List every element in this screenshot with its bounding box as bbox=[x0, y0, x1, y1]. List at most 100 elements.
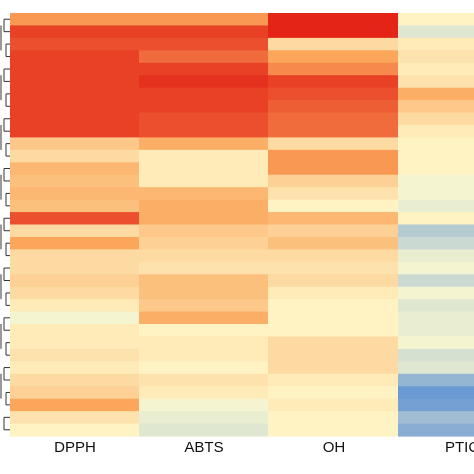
heatmap-cell bbox=[139, 174, 268, 188]
heatmap-cell bbox=[398, 75, 474, 89]
heatmap-cell bbox=[398, 13, 474, 27]
heatmap-cell bbox=[10, 286, 139, 300]
heatmap-cell bbox=[268, 286, 398, 300]
heatmap-cell bbox=[10, 137, 139, 151]
heatmap-cell bbox=[268, 411, 398, 425]
heatmap-cell bbox=[139, 100, 268, 114]
heatmap-cell bbox=[268, 274, 398, 288]
heatmap-cell bbox=[268, 212, 398, 226]
heatmap-cell bbox=[139, 149, 268, 163]
heatmap-cell bbox=[10, 62, 139, 76]
heatmap-cell bbox=[268, 124, 398, 139]
heatmap-cell bbox=[10, 398, 139, 412]
heatmap-cell bbox=[139, 236, 268, 250]
heatmap-cell bbox=[139, 286, 268, 300]
heatmap-cell bbox=[139, 411, 268, 425]
heatmap-cells bbox=[10, 13, 474, 437]
heatmap-cell bbox=[268, 261, 398, 275]
heatmap-cell bbox=[139, 423, 268, 437]
heatmap-cell bbox=[398, 62, 474, 76]
heatmap-cell bbox=[398, 274, 474, 288]
heatmap-cell bbox=[10, 87, 139, 101]
heatmap-cell bbox=[10, 112, 139, 126]
heatmap-cell bbox=[139, 75, 268, 89]
heatmap-cell bbox=[10, 274, 139, 288]
heatmap-cell bbox=[10, 373, 139, 387]
heatmap-cell bbox=[398, 423, 474, 437]
heatmap-cell bbox=[10, 100, 139, 114]
heatmap-cell bbox=[10, 124, 139, 139]
heatmap-cell bbox=[139, 311, 268, 325]
row-dendrogram bbox=[0, 18, 10, 431]
heatmap-cell bbox=[398, 299, 474, 313]
heatmap-cell bbox=[139, 25, 268, 39]
heatmap-cell bbox=[139, 87, 268, 101]
heatmap-cell bbox=[268, 386, 398, 400]
heatmap-cell bbox=[139, 137, 268, 151]
heatmap-cell bbox=[139, 37, 268, 51]
heatmap-cell bbox=[398, 25, 474, 39]
heatmap-cell bbox=[10, 386, 139, 400]
heatmap-cell bbox=[268, 398, 398, 412]
heatmap-cell bbox=[10, 236, 139, 250]
heatmap-cell bbox=[10, 311, 139, 325]
heatmap-cell bbox=[398, 398, 474, 412]
heatmap-cell bbox=[268, 311, 398, 325]
heatmap-cell bbox=[268, 112, 398, 126]
heatmap-cell bbox=[268, 50, 398, 64]
heatmap-cell bbox=[10, 324, 139, 338]
heatmap-cell bbox=[398, 87, 474, 101]
heatmap-cell bbox=[10, 261, 139, 275]
heatmap-cell bbox=[10, 212, 139, 226]
heatmap-cell bbox=[10, 423, 139, 437]
heatmap-cell bbox=[268, 236, 398, 250]
heatmap-cell bbox=[268, 373, 398, 387]
heatmap-cell bbox=[268, 87, 398, 101]
heatmap-cell bbox=[139, 162, 268, 176]
heatmap-cell bbox=[268, 149, 398, 163]
heatmap-cell bbox=[10, 187, 139, 201]
heatmap-cell bbox=[268, 62, 398, 76]
heatmap-cell bbox=[139, 324, 268, 338]
heatmap-cell bbox=[139, 261, 268, 275]
heatmap-cell bbox=[10, 348, 139, 362]
heatmap-cell bbox=[10, 13, 139, 27]
heatmap-cell bbox=[398, 162, 474, 176]
heatmap-cell bbox=[139, 299, 268, 313]
heatmap-cell bbox=[268, 174, 398, 188]
heatmap-cell bbox=[268, 199, 398, 213]
heatmap-cell bbox=[398, 373, 474, 387]
heatmap-cell bbox=[268, 13, 398, 27]
heatmap-cell bbox=[398, 224, 474, 238]
heatmap-cell bbox=[268, 336, 398, 350]
heatmap-cell bbox=[10, 249, 139, 263]
heatmap-cell bbox=[398, 112, 474, 126]
heatmap-cell bbox=[10, 25, 139, 39]
heatmap-cell bbox=[268, 249, 398, 263]
column-label-oh: OH bbox=[323, 439, 346, 456]
heatmap-cell bbox=[10, 162, 139, 176]
heatmap-cell bbox=[139, 361, 268, 375]
heatmap-cell bbox=[268, 299, 398, 313]
heatmap-cell bbox=[268, 348, 398, 362]
heatmap-cell bbox=[139, 398, 268, 412]
heatmap-cell bbox=[139, 386, 268, 400]
heatmap-cell bbox=[398, 336, 474, 350]
heatmap-cell bbox=[10, 299, 139, 313]
heatmap-cell bbox=[268, 162, 398, 176]
heatmap-cell bbox=[139, 249, 268, 263]
heatmap-cell bbox=[268, 324, 398, 338]
heatmap-cell bbox=[268, 187, 398, 201]
heatmap-cell bbox=[139, 112, 268, 126]
heatmap-cell bbox=[139, 50, 268, 64]
heatmap-cell bbox=[10, 174, 139, 188]
heatmap-cell bbox=[139, 373, 268, 387]
heatmap-cell bbox=[10, 199, 139, 213]
heatmap-cell bbox=[398, 361, 474, 375]
heatmap-cell bbox=[398, 324, 474, 338]
heatmap-cell bbox=[398, 37, 474, 51]
heatmap-cell bbox=[398, 249, 474, 263]
heatmap-cell bbox=[10, 336, 139, 350]
heatmap-cell bbox=[398, 137, 474, 151]
